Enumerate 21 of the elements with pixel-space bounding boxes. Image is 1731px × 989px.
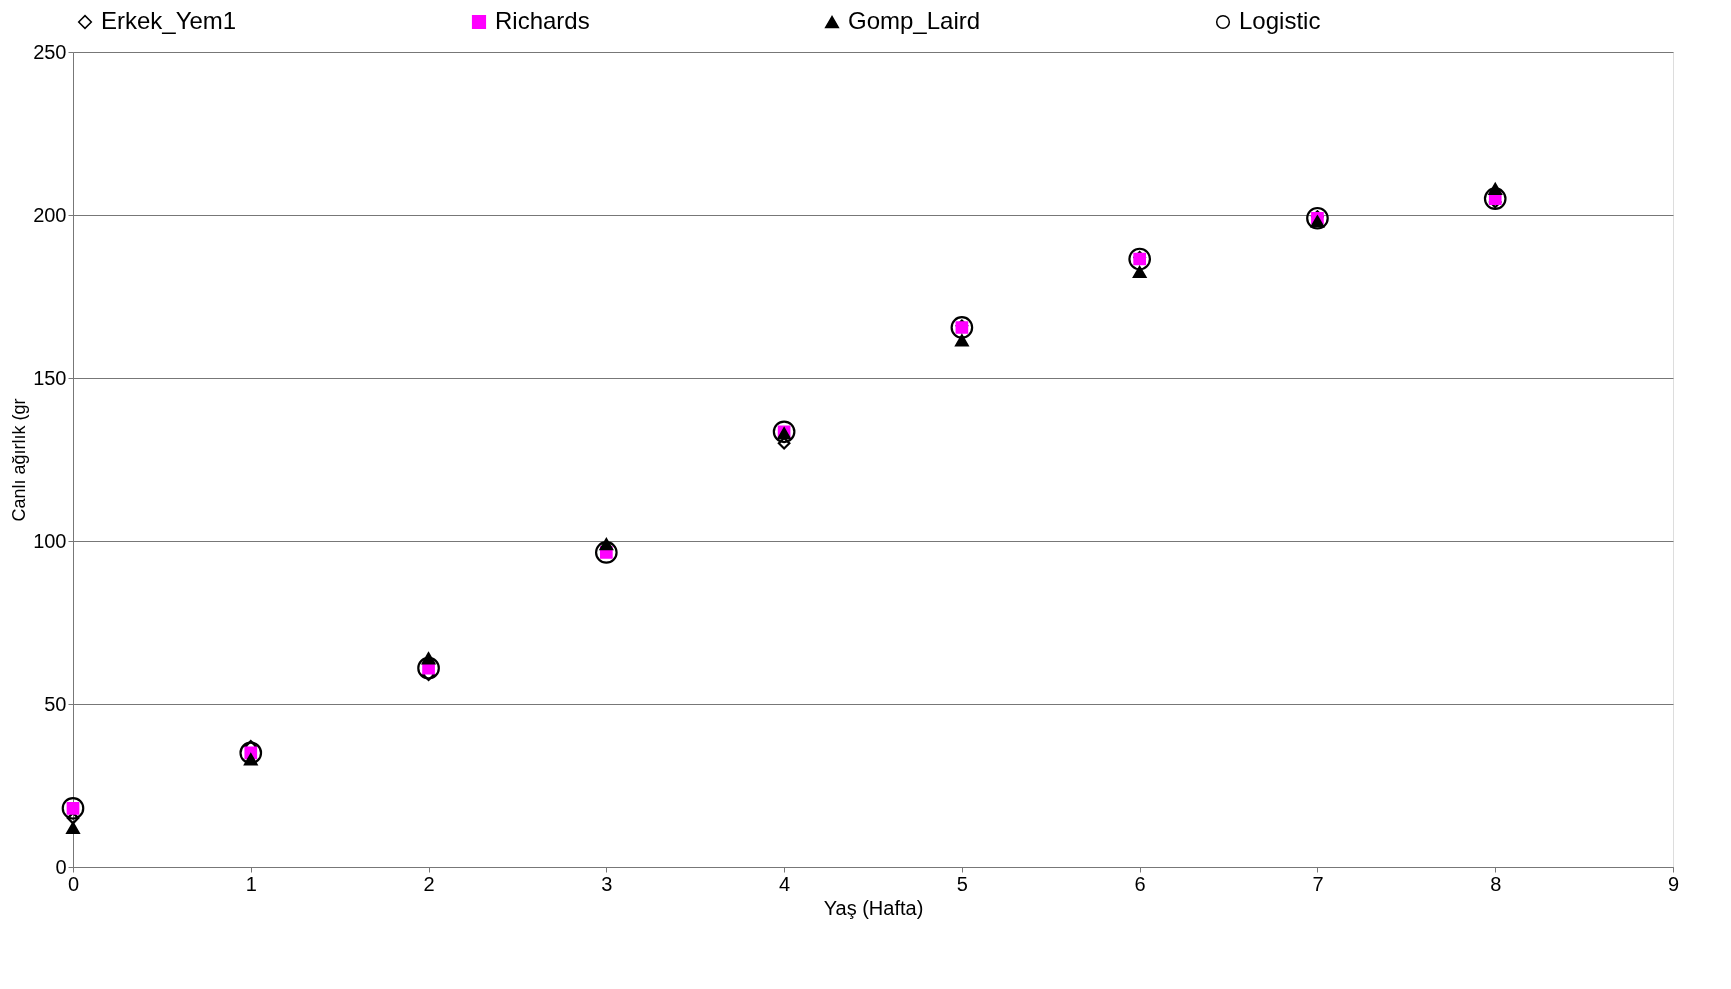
x-tick-label: 8 (1490, 872, 1502, 895)
x-tick-label: 2 (423, 872, 435, 895)
y-tick-label: 200 (33, 203, 67, 226)
x-tick-label: 6 (1134, 872, 1146, 895)
y-tick-label: 50 (44, 692, 67, 715)
x-tick-label: 4 (779, 872, 791, 895)
y-tick-label: 250 (33, 40, 67, 63)
x-axis-title: Yaş (Hafta) (823, 896, 924, 919)
x-tick-label: 3 (601, 872, 613, 895)
legend-label: Logistic (1239, 7, 1321, 34)
y-tick-label: 0 (55, 855, 67, 878)
x-tick-label: 5 (956, 872, 968, 895)
legend-label: Richards (495, 7, 590, 34)
y-tick-label: 150 (33, 366, 67, 389)
x-tick-label: 9 (1667, 872, 1680, 895)
legend-label: Gomp_Laird (848, 7, 981, 34)
x-tick-label: 1 (245, 872, 257, 895)
x-tick-label: 7 (1312, 872, 1324, 895)
y-tick-label: 100 (33, 529, 67, 552)
legend-label: Erkek_Yem1 (101, 7, 237, 34)
y-axis-title: Canlı ağırlık (gr (9, 398, 30, 522)
